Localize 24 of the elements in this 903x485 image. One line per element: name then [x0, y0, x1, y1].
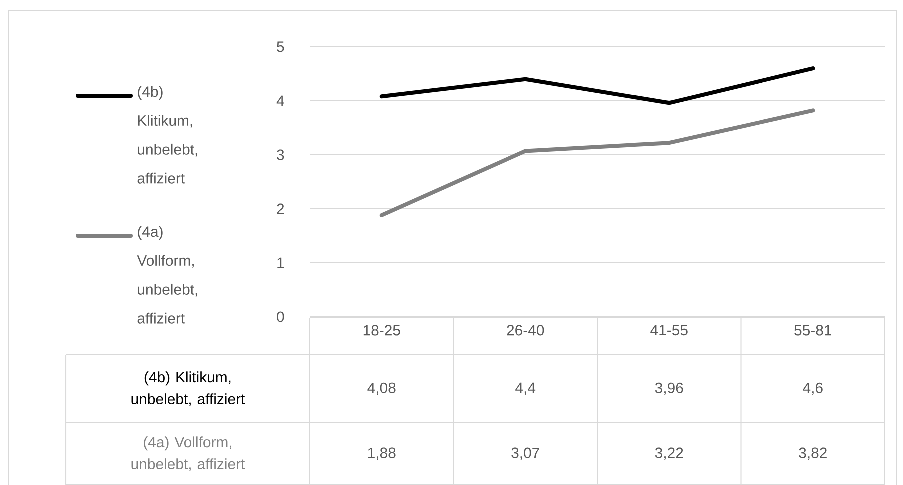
line-series: [380, 108, 816, 218]
y-tick-label: 5: [277, 42, 284, 52]
line-series: [380, 66, 816, 106]
data-label: 3,22: [655, 448, 684, 460]
data-label: 4,4: [516, 382, 536, 396]
data-label: 1,88: [368, 448, 396, 460]
y-tick-label: 3: [277, 150, 284, 160]
y-tick-label: 0: [277, 312, 284, 322]
y-tick-label: 2: [277, 204, 284, 214]
x-tick-label: 26-40: [507, 325, 544, 336]
y-tick-label: 4: [276, 96, 284, 106]
x-tick-label: 55-81: [794, 325, 832, 336]
data-label: 4,08: [368, 382, 396, 396]
text: (4a) Vollform, unbelebt, affiziert: [132, 436, 246, 472]
data-label: 4,6: [803, 382, 823, 396]
data-label: 3,96: [655, 382, 684, 396]
y-tick-label: 1: [278, 258, 284, 268]
text: (4b) Klitikum, unbelebt, affiziert: [132, 372, 246, 406]
legend-label: (4b) Klitikum, unbelebt, affiziert: [138, 86, 198, 184]
legend-label: (4a) Vollform, unbelebt, affiziert: [137, 226, 198, 324]
x-tick-label: 41-55: [650, 325, 688, 336]
data-label: 3,07: [512, 448, 540, 460]
data-label: 3,82: [799, 448, 827, 460]
x-tick-label: 18-25: [364, 325, 400, 336]
